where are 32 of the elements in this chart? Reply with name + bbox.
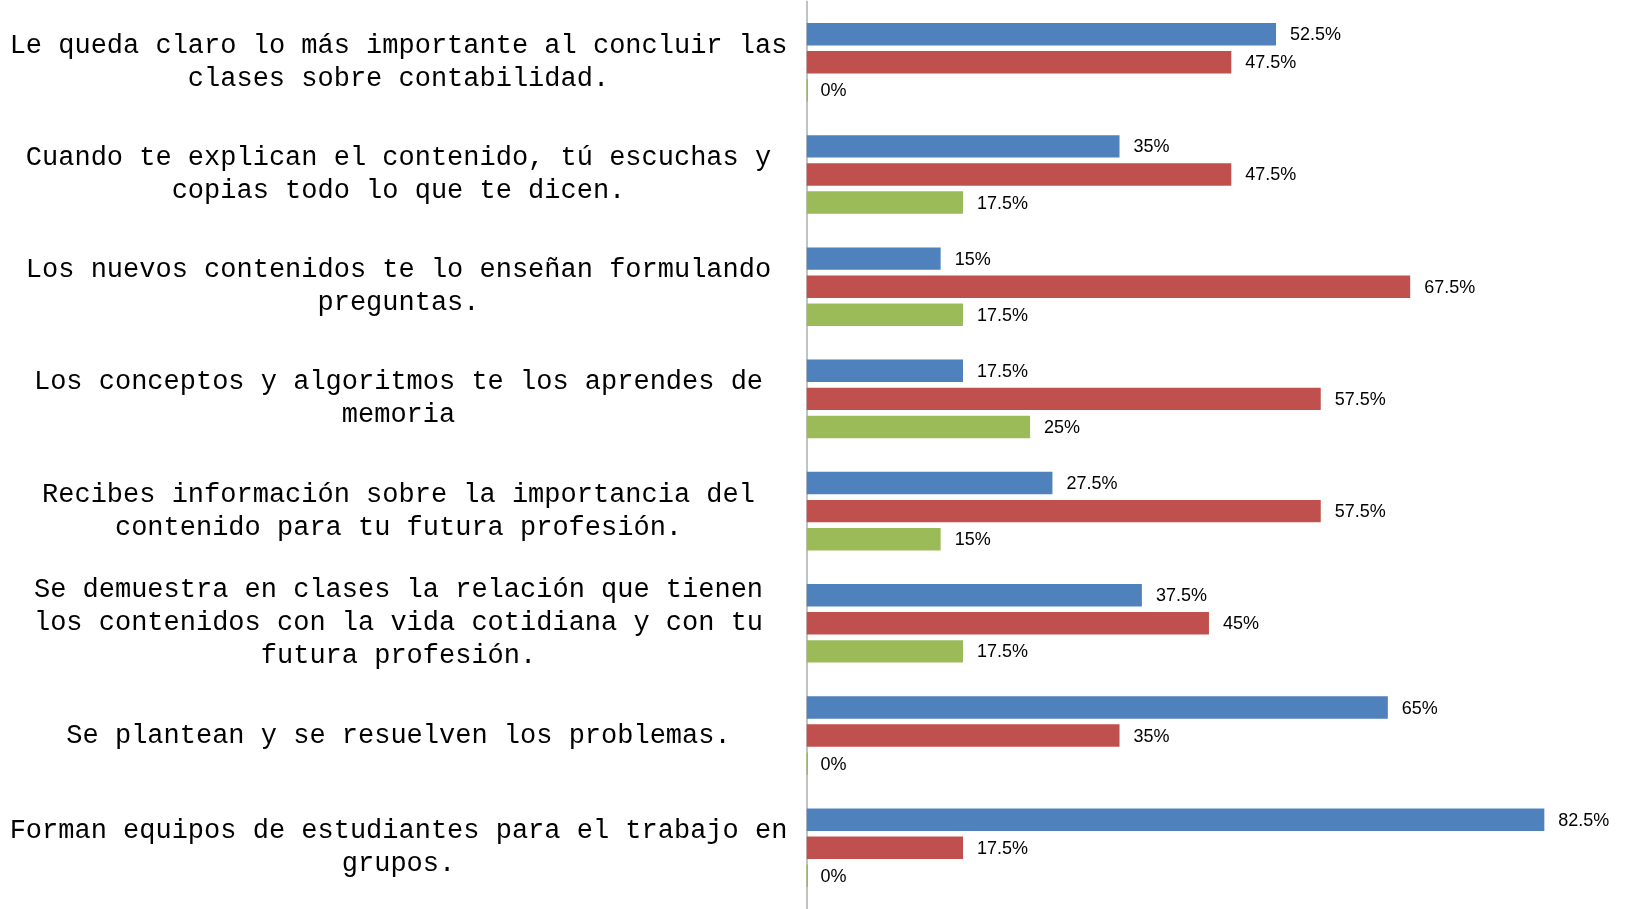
data-label: 52.5% bbox=[1290, 24, 1342, 45]
y-tick-label: Recibes información sobre la importancia del contenido para tu futura profesión. bbox=[42, 479, 755, 543]
data-label: 15% bbox=[954, 529, 991, 550]
data-label: 57.5% bbox=[1334, 388, 1386, 409]
data-label: 65% bbox=[1401, 697, 1438, 718]
y-tick-label: Se demuestra en clases la relación que tienen los contenidos con la vida cotidiana y con tu futura profesión. bbox=[33, 575, 764, 672]
data-label: 17.5% bbox=[977, 837, 1029, 858]
data-label: 82.5% bbox=[1558, 809, 1610, 830]
data-label: 47.5% bbox=[1245, 52, 1297, 73]
y-tick-label: Se plantean y se resuelven los problemas. bbox=[66, 720, 731, 751]
data-label: 0% bbox=[820, 753, 847, 774]
data-label: 35% bbox=[1133, 136, 1170, 157]
y-tick-label: Los nuevos contenidos te lo enseñan formulando preguntas. bbox=[25, 255, 772, 319]
y-tick-label: Los conceptos y algoritmos te los aprendes de memoria bbox=[33, 367, 764, 431]
data-label: 25% bbox=[1044, 416, 1081, 437]
data-label: 15% bbox=[954, 248, 991, 269]
data-label: 35% bbox=[1133, 725, 1170, 746]
data-label: 0% bbox=[820, 865, 847, 886]
data-label: 17.5% bbox=[977, 192, 1029, 213]
y-tick-label: Le queda claro lo más importante al concluir las clases sobre contabilidad. bbox=[9, 30, 788, 94]
data-label: 27.5% bbox=[1066, 473, 1118, 494]
data-label: 45% bbox=[1222, 613, 1259, 634]
data-label: 67.5% bbox=[1424, 276, 1476, 297]
data-label: 47.5% bbox=[1245, 164, 1297, 185]
data-label: 17.5% bbox=[977, 360, 1029, 381]
data-label: 17.5% bbox=[977, 304, 1029, 325]
data-label: 37.5% bbox=[1155, 585, 1207, 606]
data-label: 57.5% bbox=[1334, 501, 1386, 522]
data-label: 17.5% bbox=[977, 641, 1029, 662]
y-tick-label: Cuando te explican el contenido, tú escuchas y copias todo lo que te dicen. bbox=[25, 142, 772, 206]
data-label: 0% bbox=[820, 80, 847, 101]
y-tick-label: Forman equipos de estudiantes para el trabajo en grupos. bbox=[9, 816, 788, 880]
